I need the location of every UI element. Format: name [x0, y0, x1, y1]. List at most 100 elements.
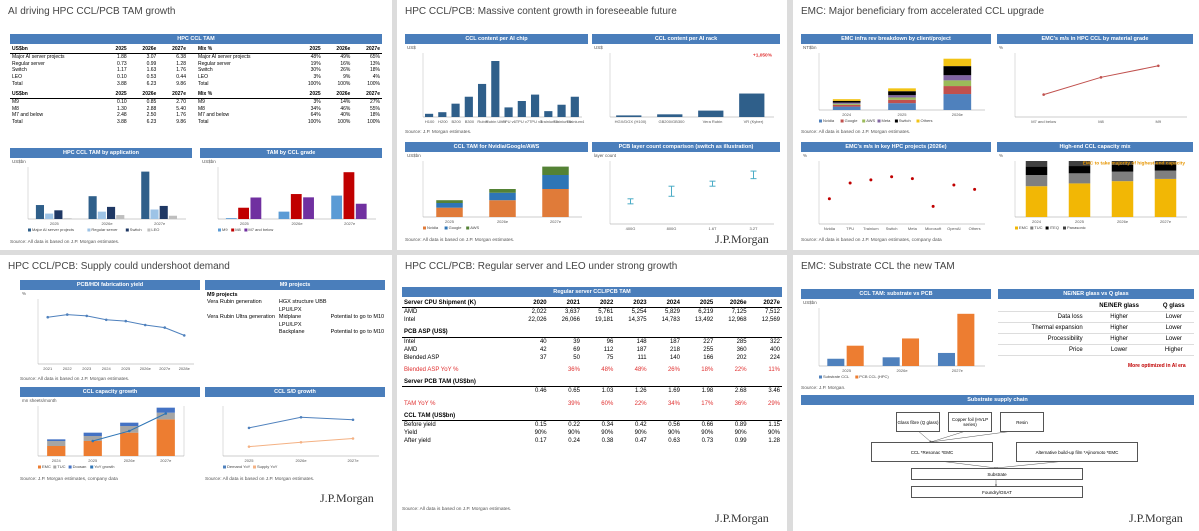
- point: [143, 323, 147, 327]
- cell: 17%: [701, 400, 714, 407]
- panel: CCL content per AI chip US$ H100 H200 B200 B3…: [405, 34, 588, 127]
- chart: US$bn 2025 2026e 2027e M9 M8 M7 and below: [202, 159, 376, 232]
- panel: High-end CCL capacity mix% 2024 2025 2026e 2…: [997, 142, 1193, 234]
- cell: 3,637: [564, 309, 580, 316]
- x-tick-label: 2023: [82, 366, 92, 371]
- header-cell: [748, 328, 782, 338]
- cell: Vera Rubin Ultra generation: [207, 314, 275, 321]
- cell: 1.03: [601, 388, 614, 395]
- bar: [116, 215, 125, 219]
- bar: [238, 207, 250, 219]
- cell: 3%: [313, 74, 321, 80]
- cell: 140: [669, 354, 680, 361]
- cell: [205, 322, 277, 329]
- bar-segment: [832, 99, 861, 101]
- bar: [35, 205, 45, 219]
- cell: 0.85: [146, 98, 157, 105]
- chart: US$ HGX/DGX (H100) GB200/GB300 Vera Rubin VR…: [594, 45, 774, 124]
- panel: M9 projects M9 projects Vera Rubin generat…: [205, 280, 385, 370]
- header-cell: 2027e: [158, 91, 188, 99]
- header-cell: [681, 328, 716, 338]
- bar-segment: [888, 103, 916, 110]
- cell: 0.89: [734, 422, 747, 429]
- point: [1157, 64, 1160, 68]
- x-tick-label: M9: [1156, 119, 1162, 124]
- cell: 100%: [367, 119, 380, 125]
- cell: 26%: [667, 367, 680, 374]
- bar-segment: [888, 99, 916, 104]
- cell: 7,125: [731, 309, 747, 316]
- legend-label: Google: [449, 225, 463, 230]
- x-tick-label: 2027e: [344, 221, 356, 226]
- panel: NE/NER glass vs Q glass NE/NER glass Q gla…: [998, 289, 1194, 383]
- cell: M8: [197, 105, 205, 112]
- cell: 50: [573, 354, 580, 361]
- cell: 6,219: [698, 309, 714, 316]
- cell: 75: [606, 354, 614, 361]
- cell: Lower: [1153, 333, 1194, 346]
- header-cell: [515, 328, 549, 338]
- chart: 2025 2026e 2027e Demand YoY Supply YoY: [222, 406, 379, 469]
- cell: 19%: [310, 60, 321, 67]
- bar-segment: [1154, 164, 1177, 171]
- cell: Lower: [1084, 344, 1154, 357]
- cell: 16%: [340, 60, 351, 67]
- node: Copper foil (HVLP series): [948, 412, 992, 432]
- row: Backplane Potential to go to M10: [205, 329, 385, 336]
- cell: 0.44: [176, 74, 186, 80]
- cell: 2.48: [116, 112, 127, 119]
- cell: 1.26: [634, 388, 647, 395]
- bar: [491, 61, 500, 117]
- header-cell: [615, 328, 649, 338]
- header-cell: Mix %: [187, 46, 295, 54]
- panel-header: High-end CCL capacity mix: [997, 142, 1193, 152]
- row: M7 and below 2.48 2.50 1.76 M7 and below 64% 4…: [10, 112, 382, 119]
- logo: J.P.Morgan: [715, 232, 769, 246]
- x-tick-label: 3.2T: [749, 226, 758, 231]
- x-tick-label: 2027e: [160, 458, 172, 463]
- bar: [477, 83, 487, 117]
- connector: [916, 429, 932, 443]
- cell: Major AI server projects: [12, 53, 65, 60]
- x-tick-label: Others: [969, 226, 981, 231]
- point: [46, 315, 50, 319]
- header-cell: Server PCB TAM (US$bn): [402, 378, 516, 388]
- bar-segment: [156, 412, 175, 420]
- cell: [329, 299, 385, 306]
- row: After yield 0.17 0.24 0.38 0.47 0.63 0.73 0.99 1…: [402, 437, 782, 445]
- cell: 0.42: [634, 422, 647, 429]
- slide-title: AI driving HPC CCL/PCB TAM growth: [8, 6, 176, 17]
- cell: 90%: [567, 430, 580, 437]
- header-row: US$bn 2025 2026e 2027e Mix % 2025 2026e 2027e: [10, 91, 382, 99]
- y-axis-label: mn sheets/month: [22, 398, 57, 403]
- cell: 0.24: [568, 438, 580, 445]
- cell: 5,761: [598, 309, 614, 316]
- cell: 90%: [601, 430, 614, 437]
- bar-segment: [1025, 161, 1048, 167]
- x-tick-label: TPU v8: [529, 119, 543, 124]
- cell: HGX structure UBB: [278, 299, 327, 306]
- cell: Blended ASP YoY %: [404, 367, 459, 374]
- cell: 49%: [340, 53, 351, 60]
- row: Price Lower Higher: [998, 344, 1194, 357]
- source: Source: J.P. Morgan estimates, company d…: [20, 477, 118, 482]
- header-cell: 2023: [615, 299, 649, 309]
- header-cell: 2026e: [715, 299, 749, 309]
- legend-swatch: [38, 465, 41, 469]
- x-tick-label: 2028e: [179, 366, 191, 371]
- header-row: CCL TAM (US$bn): [402, 411, 782, 422]
- legend-label: LEO: [151, 227, 159, 232]
- header-cell: 2020: [515, 299, 549, 309]
- y-axis-label: %: [999, 153, 1003, 158]
- bar: [616, 115, 642, 117]
- annotation: EMC to take majority of highest-end capa…: [1083, 160, 1186, 166]
- cell: 34%: [667, 400, 680, 407]
- header-cell: 2025: [681, 299, 716, 309]
- legend-swatch: [855, 375, 859, 379]
- panel-header: Substrate supply chain: [801, 395, 1194, 405]
- x-tick-label: 2026e: [896, 368, 908, 373]
- legend-swatch: [1030, 226, 1034, 230]
- bar: [278, 211, 290, 219]
- bar-segment: [943, 94, 972, 110]
- slide-title: EMC: Major beneficiary from accelerated …: [801, 6, 1045, 17]
